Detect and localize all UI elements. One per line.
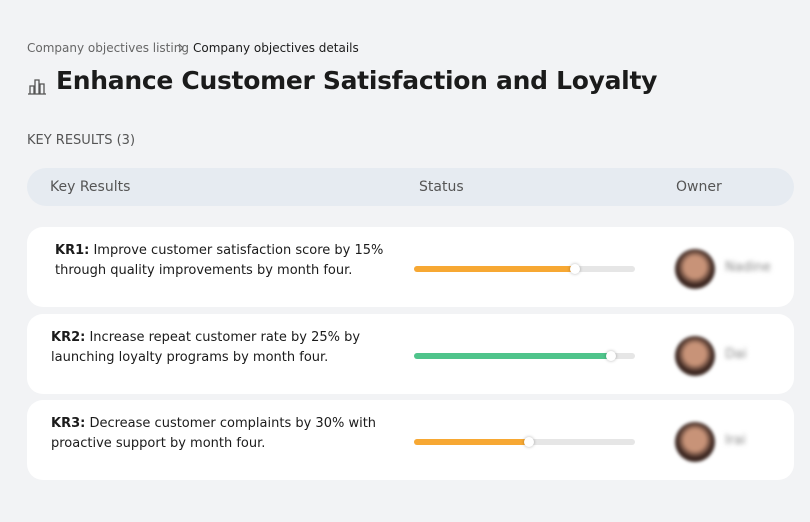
key-result-text: KR1: Improve customer satisfaction score… — [55, 241, 385, 281]
progress-knob — [570, 264, 581, 274]
section-title: KEY RESULTS (3) — [27, 133, 136, 148]
owner-avatar — [675, 422, 715, 462]
breadcrumb-separator — [178, 43, 184, 53]
page-title: Enhance Customer Satisfaction and Loyalt… — [56, 66, 658, 95]
title-icon — [28, 79, 46, 95]
progress-fill — [414, 266, 576, 272]
key-result-label: KR2: — [51, 330, 86, 345]
key-result-description: Improve customer satisfaction score by 1… — [55, 243, 384, 278]
progress-knob — [523, 437, 534, 447]
header-cell: Owner — [676, 179, 722, 195]
owner-name: Irai — [725, 433, 746, 448]
key-result-description: Increase repeat customer rate by 25% by … — [51, 330, 361, 365]
breadcrumb-current: Company objectives details — [193, 41, 359, 55]
key-result-text: KR2: Increase repeat customer rate by 25… — [51, 328, 381, 368]
header-cell: Status — [419, 179, 464, 195]
key-result-label: KR3: — [51, 416, 86, 431]
table-header: Key Results Status Owner — [27, 168, 794, 206]
key-result-row: KR2: Increase repeat customer rate by 25… — [27, 314, 794, 394]
key-result-text: KR3: Decrease customer complaints by 30%… — [51, 414, 381, 454]
progress-fill — [414, 353, 611, 359]
key-result-label: KR1: — [55, 243, 90, 258]
key-result-row: KR3: Decrease customer complaints by 30%… — [27, 400, 794, 480]
progress-track — [414, 437, 635, 447]
progress-track — [414, 264, 635, 274]
progress-fill — [414, 439, 529, 445]
owner-avatar — [675, 249, 715, 289]
progress-knob — [605, 351, 616, 361]
header-cell: Key Results — [50, 179, 131, 195]
owner-name: Nadine — [725, 260, 771, 275]
progress-track — [414, 351, 635, 361]
key-result-description: Decrease customer complaints by 30% with… — [51, 416, 377, 451]
owner-avatar — [675, 336, 715, 376]
breadcrumb-link[interactable]: Company objectives listing — [27, 41, 189, 55]
key-result-row: KR1: Improve customer satisfaction score… — [27, 227, 794, 307]
owner-name: Dai — [725, 347, 747, 362]
